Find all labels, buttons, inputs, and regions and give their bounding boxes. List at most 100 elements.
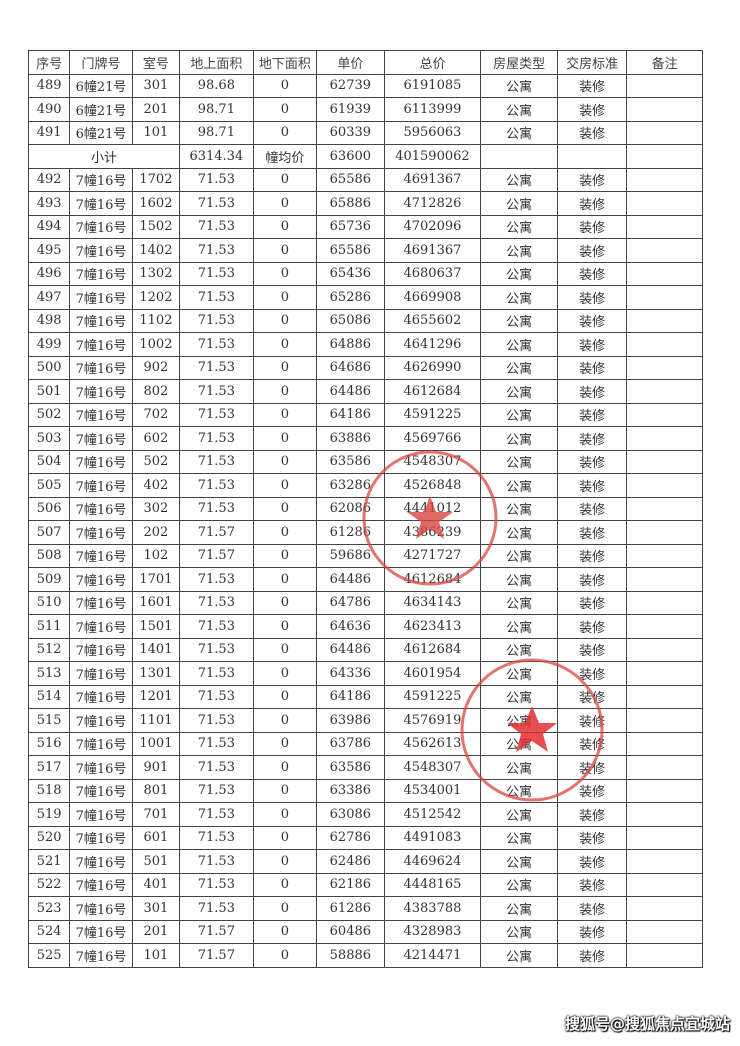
table-cell: 装修	[556, 238, 628, 263]
table-cell: 802	[131, 379, 181, 404]
table-row: 519 7幢16号 701 71.53 0 63086 4512542 公寓 装修	[27, 802, 703, 827]
table-cell: 495	[27, 238, 71, 263]
column-header: 房屋类型	[480, 50, 558, 75]
table-row: 493 7幢16号 1602 71.53 0 65886 4712826 公寓 装修	[27, 191, 703, 216]
table-row: 523 7幢16号 301 71.53 0 61286 4383788 公寓 装修	[27, 896, 703, 921]
table-cell: 公寓	[480, 802, 558, 827]
table-cell: 523	[27, 896, 71, 921]
table-cell: 4612684	[383, 637, 482, 662]
table-row: 497 7幢16号 1202 71.53 0 65286 4669908 公寓 装修	[27, 285, 703, 310]
table-cell: 7幢16号	[69, 496, 133, 521]
table-cell: 71.53	[179, 473, 254, 498]
table-cell: 64786	[316, 590, 385, 615]
table-cell: 71.53	[179, 191, 254, 216]
subtotal-empty-cell	[480, 144, 558, 169]
column-header: 门牌号	[69, 50, 133, 75]
table-cell: 4634143	[383, 590, 482, 615]
table-cell: 71.53	[179, 426, 254, 451]
table-cell: 0	[252, 238, 318, 263]
subtotal-row: 小计 6314.34 幢均价 63600 401590062	[27, 144, 703, 169]
table-cell: 7幢16号	[69, 755, 133, 780]
column-header: 地下面积	[252, 50, 318, 75]
table-cell: 0	[252, 755, 318, 780]
table-row: 492 7幢16号 1702 71.53 0 65586 4691367 公寓 装修	[27, 167, 703, 192]
table-cell: 公寓	[480, 355, 558, 380]
column-header: 备注	[626, 50, 703, 75]
table-cell: 公寓	[480, 755, 558, 780]
table-cell: 0	[252, 73, 318, 98]
table-cell: 0	[252, 97, 318, 122]
table-cell: 公寓	[480, 261, 558, 286]
table-cell: 公寓	[480, 708, 558, 733]
table-cell: 7幢16号	[69, 614, 133, 639]
table-cell: 4591225	[383, 684, 482, 709]
table-cell: 62186	[316, 872, 385, 897]
table-cell: 524	[27, 919, 71, 944]
table-cell: 59686	[316, 543, 385, 568]
table-cell	[626, 708, 703, 733]
table-cell: 302	[131, 496, 181, 521]
table-cell: 1002	[131, 332, 181, 357]
table-cell	[626, 849, 703, 874]
table-cell: 0	[252, 543, 318, 568]
table-cell: 4534001	[383, 778, 482, 803]
table-cell: 71.53	[179, 755, 254, 780]
table-cell: 装修	[556, 120, 628, 145]
table-cell: 4526848	[383, 473, 482, 498]
table-cell: 515	[27, 708, 71, 733]
table-cell: 装修	[556, 614, 628, 639]
table-cell: 7幢16号	[69, 731, 133, 756]
table-cell: 496	[27, 261, 71, 286]
table-cell: 装修	[556, 637, 628, 662]
table-cell: 65086	[316, 308, 385, 333]
table-cell: 装修	[556, 520, 628, 545]
table-row: 502 7幢16号 702 71.53 0 64186 4591225 公寓 装修	[27, 402, 703, 427]
table-cell	[626, 238, 703, 263]
table-cell: 公寓	[480, 214, 558, 239]
table-cell: 公寓	[480, 872, 558, 897]
table-cell: 64186	[316, 684, 385, 709]
table-cell: 4214471	[383, 943, 482, 968]
subtotal-label: 小计	[27, 144, 181, 169]
table-cell: 6幢21号	[69, 97, 133, 122]
table-cell: 1501	[131, 614, 181, 639]
table-cell: 0	[252, 661, 318, 686]
table-cell: 500	[27, 355, 71, 380]
table-cell: 65586	[316, 167, 385, 192]
table-row: 513 7幢16号 1301 71.53 0 64336 4601954 公寓 装修	[27, 661, 703, 686]
table-cell: 4562613	[383, 731, 482, 756]
table-cell: 装修	[556, 355, 628, 380]
subtotal-empty-cell	[556, 144, 628, 169]
table-cell	[626, 755, 703, 780]
table-cell: 装修	[556, 661, 628, 686]
table-cell: 4383788	[383, 896, 482, 921]
table-cell: 71.57	[179, 943, 254, 968]
table-cell	[626, 73, 703, 98]
table-cell	[626, 426, 703, 451]
table-cell: 0	[252, 567, 318, 592]
table-cell: 0	[252, 473, 318, 498]
table-cell: 0	[252, 308, 318, 333]
table-cell: 65286	[316, 285, 385, 310]
table-cell: 0	[252, 167, 318, 192]
column-header: 总价	[383, 50, 482, 75]
table-cell: 60486	[316, 919, 385, 944]
table-cell: 501	[131, 849, 181, 874]
table-cell	[626, 355, 703, 380]
table-cell: 401	[131, 872, 181, 897]
table-cell: 7幢16号	[69, 473, 133, 498]
table-cell: 7幢16号	[69, 379, 133, 404]
table-cell	[626, 590, 703, 615]
table-cell: 4612684	[383, 567, 482, 592]
table-cell: 装修	[556, 684, 628, 709]
table-row: 506 7幢16号 302 71.53 0 62086 4441012 公寓 装修	[27, 496, 703, 521]
table-cell: 507	[27, 520, 71, 545]
table-cell	[626, 379, 703, 404]
table-cell: 71.53	[179, 872, 254, 897]
column-header: 序号	[27, 50, 71, 75]
table-cell: 公寓	[480, 426, 558, 451]
table-cell: 301	[131, 73, 181, 98]
table-cell: 装修	[556, 308, 628, 333]
table-cell: 63086	[316, 802, 385, 827]
table-cell: 71.53	[179, 214, 254, 239]
